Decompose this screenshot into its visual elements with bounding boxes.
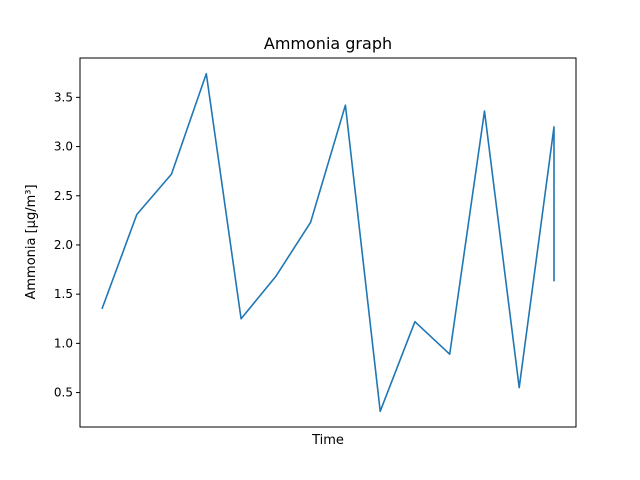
- axes-frame: [79, 57, 577, 428]
- y-tick-label: 1.0: [54, 336, 73, 350]
- y-tick-label: 3.0: [54, 140, 73, 154]
- y-tick-label: 2.5: [54, 189, 73, 203]
- y-axis-label: Ammonia [µg/m³]: [24, 184, 39, 299]
- y-axis: 0.5 1.0 1.5 2.0 2.5 3.0 3.5: [54, 90, 80, 400]
- y-tick-label: 3.5: [54, 90, 73, 104]
- x-axis-label: Time: [311, 433, 344, 448]
- y-tick-label: 2.0: [54, 238, 73, 252]
- ammonia-series-line: [101, 72, 555, 413]
- y-tick-label: 0.5: [54, 386, 73, 400]
- chart-title: Ammonia graph: [264, 34, 392, 53]
- plot-area: [101, 72, 555, 413]
- y-tick-label: 1.5: [54, 287, 73, 301]
